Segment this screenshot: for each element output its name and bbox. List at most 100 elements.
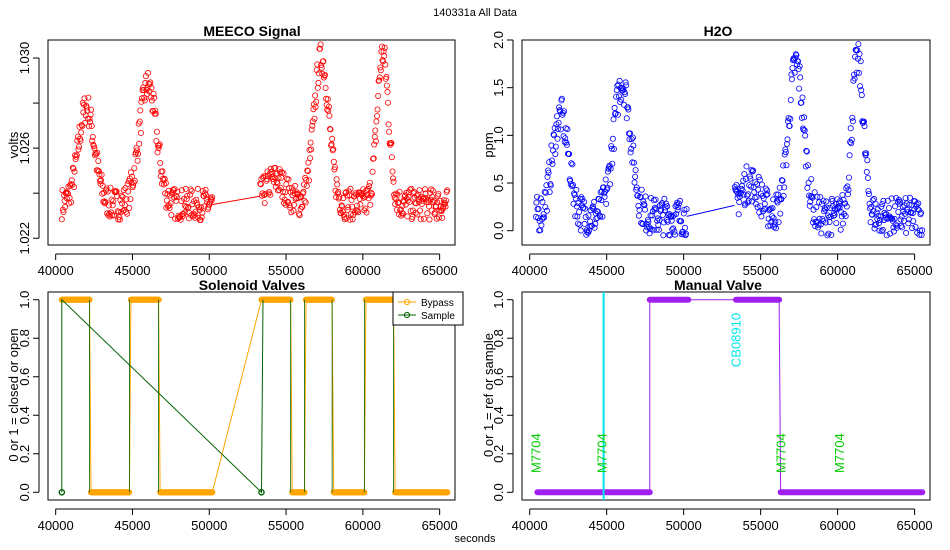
meeco-data-point [283, 181, 290, 188]
meeco-data-point [263, 176, 270, 183]
h2o-data-point [745, 197, 752, 204]
solenoid-title: Solenoid Valves [199, 277, 306, 293]
h2o-data-point [781, 184, 788, 191]
meeco-data-point [127, 169, 134, 176]
meeco-data-point [307, 139, 314, 146]
manual-valve-annotation: M7704 [595, 433, 610, 473]
meeco-y-tick-label: 1.022 [17, 222, 32, 255]
h2o-data-point [659, 211, 666, 218]
h2o-data-point [611, 145, 618, 152]
meeco-data-point [324, 96, 331, 103]
h2o-data-point [770, 196, 777, 203]
h2o-x-tick-label: 60000 [820, 263, 856, 278]
meeco-data-point [433, 203, 440, 210]
meeco-data-point [406, 198, 413, 205]
h2o-y-tick-label: 2.0 [491, 31, 506, 49]
h2o-data-point [773, 191, 780, 198]
meeco-data-point [287, 204, 294, 211]
h2o-data-point [835, 203, 842, 210]
h2o-data-point [602, 176, 609, 183]
h2o-data-point [566, 150, 573, 157]
h2o-data-point [750, 167, 757, 174]
h2o-data-point [631, 159, 638, 166]
meeco-data-point [298, 194, 305, 201]
meeco-data-point [84, 107, 91, 114]
h2o-data-point [847, 125, 854, 132]
h2o-data-point [564, 126, 571, 133]
h2o-data-point [570, 200, 577, 207]
meeco-data-point [71, 168, 78, 175]
h2o-data-point [562, 135, 569, 142]
h2o-data-point [811, 189, 818, 196]
h2o-data-point [755, 173, 762, 180]
meeco-data-point [95, 157, 102, 164]
meeco-data-point [105, 202, 112, 209]
meeco-data-point [367, 201, 374, 208]
meeco-data-point [185, 204, 192, 211]
h2o-data-point [853, 69, 860, 76]
meeco-data-point [426, 216, 433, 223]
meeco-data-point [384, 99, 391, 106]
h2o-data-point [762, 205, 769, 212]
h2o-data-point [771, 223, 778, 230]
meeco-data-point [151, 94, 158, 101]
h2o-data-point [840, 196, 847, 203]
meeco-data-point [414, 211, 421, 218]
h2o-data-point [642, 193, 649, 200]
h2o-data-point [629, 134, 636, 141]
meeco-data-point [133, 144, 140, 151]
h2o-data-point [642, 206, 649, 213]
h2o-data-point [582, 213, 589, 220]
h2o-data-point [671, 228, 678, 235]
h2o-title: H2O [704, 23, 733, 39]
solenoid-legend: Bypass Sample [392, 291, 464, 326]
meeco-data-point [382, 61, 389, 68]
h2o-data-point [804, 184, 811, 191]
meeco-data-point [388, 139, 395, 146]
h2o-data-point [844, 191, 851, 198]
meeco-data-point [184, 204, 191, 211]
h2o-data-point [833, 220, 840, 227]
h2o-data-point [875, 212, 882, 219]
bypass-series-line [61, 299, 448, 493]
meeco-data-point [156, 141, 163, 148]
h2o-data-point [892, 203, 899, 210]
meeco-data-point [389, 168, 396, 175]
h2o-data-point [780, 162, 787, 169]
h2o-data-point [823, 198, 830, 205]
meeco-data-point [374, 106, 381, 113]
meeco-data-point [120, 207, 127, 214]
meeco-y-tick-label: 1.030 [17, 42, 32, 75]
h2o-data-point [551, 132, 558, 139]
h2o-data-point [610, 116, 617, 123]
meeco-data-point [88, 106, 95, 113]
h2o-data-point [537, 195, 544, 202]
meeco-data-point [128, 173, 135, 180]
meeco-data-point [377, 64, 384, 71]
h2o-data-point [858, 92, 865, 99]
h2o-data-point [548, 157, 555, 164]
meeco-data-point [424, 210, 431, 217]
h2o-data-point [541, 214, 548, 221]
h2o-data-point [796, 85, 803, 92]
manual-x-tick-label: 65000 [897, 518, 933, 533]
meeco-data-point [383, 82, 390, 89]
h2o-data-point [561, 108, 568, 115]
h2o-data-point [844, 183, 851, 190]
meeco-data-point [396, 188, 403, 195]
meeco-data-point [321, 72, 328, 79]
meeco-data-point [145, 69, 152, 76]
h2o-ylabel: ppm [481, 132, 496, 157]
h2o-data-point [640, 198, 647, 205]
h2o-data-point [616, 77, 623, 84]
h2o-data-point [563, 141, 570, 148]
meeco-data-point [288, 184, 295, 191]
h2o-data-point [754, 204, 761, 211]
meeco-data-point [102, 199, 109, 206]
h2o-data-point [591, 198, 598, 205]
h2o-data-point [641, 202, 648, 209]
h2o-data-point [675, 204, 682, 211]
h2o-data-point [607, 181, 614, 188]
legend-bypass-marker [403, 298, 411, 306]
h2o-data-point [655, 226, 662, 233]
